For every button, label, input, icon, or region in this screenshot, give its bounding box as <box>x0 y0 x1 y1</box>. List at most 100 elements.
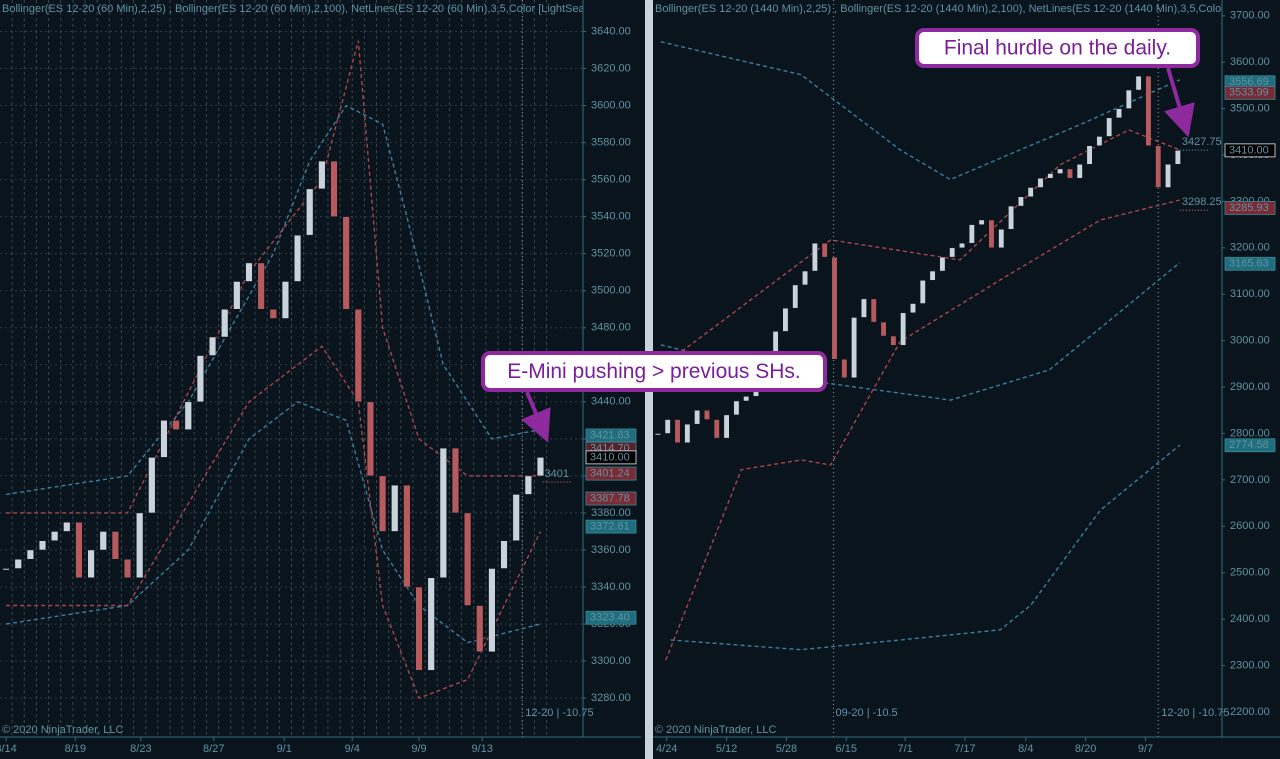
candle <box>959 242 965 249</box>
x-tick-label: 7/1 <box>897 743 912 755</box>
x-tick-label: 8/20 <box>1075 743 1096 755</box>
y-tick-label: 3700.00 <box>1230 10 1270 22</box>
price-marker <box>585 491 637 506</box>
candle <box>1155 145 1162 188</box>
candle <box>890 335 897 346</box>
x-tick-label: 8/23 <box>130 743 151 755</box>
candle <box>654 433 661 436</box>
y-tick-label: 2200.00 <box>1230 706 1270 718</box>
candle <box>281 281 290 319</box>
candle <box>14 558 22 569</box>
candle <box>208 336 217 356</box>
y-tick-label: 2700.00 <box>1230 474 1270 486</box>
candle <box>415 586 423 671</box>
y-tick-label: 3640.00 <box>591 25 631 37</box>
candle <box>439 447 447 578</box>
candle <box>99 531 107 551</box>
x-tick-label: 9/4 <box>345 743 360 755</box>
y-tick-label: 3600.00 <box>591 99 631 111</box>
candle <box>403 484 411 588</box>
candle <box>476 605 484 653</box>
callout-text: E-Mini pushing > previous SHs. <box>507 360 801 383</box>
candle <box>821 242 828 258</box>
candle <box>919 280 926 304</box>
candle <box>38 540 47 551</box>
candle <box>684 423 691 444</box>
price-marker-label: 3372.61 <box>590 521 630 533</box>
y-tick-label: 3360.00 <box>591 544 631 556</box>
candle <box>782 307 789 332</box>
y-tick-label: 3280.00 <box>591 692 631 704</box>
price-marker <box>585 466 637 481</box>
callout-arrow <box>1164 67 1195 138</box>
candle <box>427 577 435 671</box>
rollover-label: 09-20 | -10.5 <box>836 707 898 719</box>
y-tick-label: 3620.00 <box>591 62 631 74</box>
candle <box>664 419 671 434</box>
candle <box>172 420 180 430</box>
candle <box>1008 205 1015 230</box>
candle <box>464 512 472 606</box>
copyright: © 2020 NinjaTrader, LLC <box>2 724 123 736</box>
candle <box>1017 196 1024 207</box>
x-tick-label: 7/17 <box>954 743 975 755</box>
candle <box>1135 75 1142 91</box>
y-tick-label: 2500.00 <box>1230 567 1270 579</box>
band-line <box>665 199 1180 661</box>
price-marker-label: 3323.40 <box>590 612 630 624</box>
candle <box>366 401 375 477</box>
candle <box>949 247 956 258</box>
candle <box>674 419 681 444</box>
y-tick-label: 2800.00 <box>1230 427 1270 439</box>
candle <box>257 262 265 310</box>
price-marker-label: 3401.24 <box>590 468 630 480</box>
candle <box>998 229 1005 249</box>
candle <box>184 401 192 430</box>
copyright: © 2020 NinjaTrader, LLC <box>655 724 776 736</box>
candle <box>2 568 10 571</box>
candle <box>694 410 701 425</box>
y-tick-label: 2600.00 <box>1230 520 1270 532</box>
candle <box>379 475 387 532</box>
price-marker <box>585 610 637 625</box>
callout-box <box>481 351 827 392</box>
candle <box>451 447 460 514</box>
candle <box>245 262 253 282</box>
price-text: 3427.75 <box>1182 136 1222 148</box>
candle <box>1057 168 1064 174</box>
y-tick-label: 3520.00 <box>591 248 631 260</box>
rollover-label: 12-20 | -10.75 <box>1161 707 1229 719</box>
band-line <box>660 262 1181 401</box>
candle <box>988 219 995 249</box>
candle <box>536 457 545 477</box>
candle <box>1165 164 1171 188</box>
callout-box <box>915 28 1200 68</box>
candle <box>1106 117 1113 137</box>
x-tick-label: 4/24 <box>656 743 677 755</box>
band-line <box>670 444 1181 651</box>
candle <box>831 256 838 360</box>
candle <box>269 308 277 319</box>
price-marker-label: 3165.63 <box>1229 258 1269 270</box>
candle <box>342 216 350 310</box>
x-tick-label: 9/13 <box>471 743 492 755</box>
callout-arrow <box>521 391 551 443</box>
candle <box>136 512 144 578</box>
candle <box>1145 75 1152 146</box>
candle <box>1047 173 1054 179</box>
x-tick-label: 5/12 <box>716 743 737 755</box>
candle <box>354 308 362 403</box>
candle <box>500 540 508 569</box>
candle <box>1125 89 1132 109</box>
candle <box>939 256 946 272</box>
candle <box>148 457 156 514</box>
price-marker-label: 3285.93 <box>1229 202 1269 214</box>
candle <box>221 308 229 338</box>
price-marker-label: 3533.99 <box>1229 87 1269 99</box>
price-marker-label: 3410.00 <box>1229 144 1269 156</box>
candle <box>1037 177 1044 188</box>
candle <box>63 521 71 532</box>
candle <box>1096 136 1103 146</box>
candle <box>968 224 975 244</box>
x-tick-label: 8/14 <box>0 743 17 755</box>
